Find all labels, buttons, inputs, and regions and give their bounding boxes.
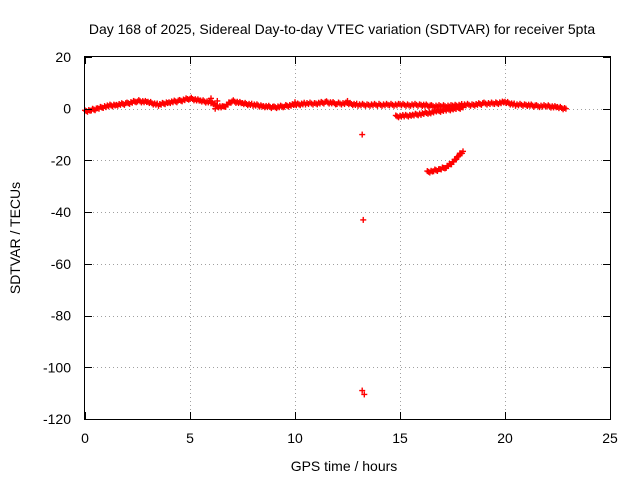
x-tick-label: 5: [186, 430, 194, 446]
x-tick-label: 25: [602, 430, 618, 446]
data-point: [292, 99, 298, 106]
axis-ticks: [85, 57, 611, 420]
data-point: [212, 105, 219, 112]
data-point: [344, 97, 351, 104]
grid-lines: [85, 57, 610, 419]
y-tick-label: -100: [43, 359, 71, 375]
x-axis-title: GPS time / hours: [291, 458, 398, 474]
data-point: [562, 105, 569, 112]
data-point: [208, 95, 214, 102]
y-tick-label: -120: [43, 411, 71, 427]
y-tick-label: -60: [51, 256, 71, 272]
data-point: [454, 153, 461, 160]
data-point: [361, 391, 368, 398]
x-tick-label: 15: [392, 430, 408, 446]
data-point: [210, 100, 217, 107]
data-point: [360, 216, 367, 223]
tick-labels: 0 5 10 15 20 25 -120 -100 -80 -60 -40 -20 0 20: [43, 49, 618, 446]
x-tick-label: 20: [497, 430, 513, 446]
data-point: [214, 97, 221, 104]
data-point: [359, 131, 366, 138]
y-tick-label: 0: [63, 101, 71, 117]
data-point: [359, 387, 366, 394]
y-tick-label: -20: [51, 152, 71, 168]
y-tick-label: 20: [55, 49, 71, 65]
y-axis-title: SDTVAR / TECUs: [7, 182, 23, 294]
data-point: [460, 148, 466, 155]
y-tick-label: -40: [51, 204, 71, 220]
data-points: [82, 94, 569, 398]
y-tick-label: -80: [51, 308, 71, 324]
x-tick-label: 0: [81, 430, 89, 446]
plot-frame: [84, 56, 611, 420]
x-tick-label: 10: [287, 430, 303, 446]
chart-title: Day 168 of 2025, Sidereal Day-to-day VTE…: [89, 21, 596, 37]
data-point: [460, 104, 466, 111]
